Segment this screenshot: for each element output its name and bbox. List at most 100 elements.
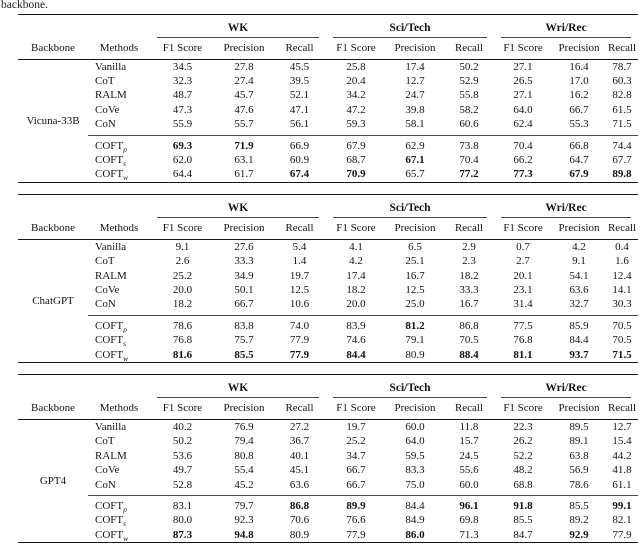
metric-value: 86.8 [273,495,326,514]
metric-value: 59.5 [405,449,425,462]
method-cell: RALM [88,89,150,103]
column-header: Recall [273,218,326,241]
metric-value: 4.2 [572,240,586,253]
metric-value: 94.8 [234,528,254,541]
metric-value: 79.4 [234,435,254,448]
metric-value: 30.3 [612,298,632,311]
group-underline-rule: WK [157,22,319,38]
metric-value: 77.3 [513,168,533,181]
metric-value: 48.7 [172,89,193,102]
table-row: CoN 55.9 55.7 56.1 59.3 58.1 60.6 62.4 55.3 71.5 [18,118,638,136]
metric-value: 61.7 [234,168,254,181]
table-row: COFTs 62.0 63.1 60.9 68.7 67.1 70.4 66.2 64.7 67.… [18,153,638,167]
metric-value: 58.1 [405,118,425,131]
metric-value: 1.6 [615,255,629,268]
method-label: COFT [95,528,124,541]
metric-value: 84.9 [405,514,425,527]
metric-value: 62.4 [513,118,533,131]
group-underline-rule: Sci/Tech [333,382,488,399]
method-label: COFT [95,319,124,332]
metric-value: 12.4 [612,269,632,282]
results-table-vicuna-33b: WK Sci/Tech Wri/Rec Backbone Methods F1 Score… [18,14,639,184]
metric-value: 66.7 [346,464,366,477]
metric-value: 82.8 [612,89,632,102]
metric-value: 79.7 [215,495,273,514]
metric-value: 18.2 [346,283,366,296]
metric-value: 59.3 [346,118,366,131]
metric-value: 68.8 [513,478,533,491]
metric-value: 36.7 [289,435,310,448]
column-group-cell: Wri/Rec [494,15,638,38]
group-header-label: Wri/Rec [545,382,587,395]
method-cell: COFTs [88,333,150,347]
table-row: CoT 2.6 33.3 1.4 4.2 25.1 2.3 2.7 9.1 1.6 [18,255,638,269]
method-cell: CoN [88,118,150,136]
metric-value: 77.2 [459,168,479,181]
metric-value: 92.3 [234,514,254,527]
column-header: Recall [444,218,495,241]
metric-value: 66.2 [513,154,533,167]
metric-value: 19.7 [346,420,366,433]
metric-value: 55.9 [172,118,193,131]
column-header-row: Backbone Methods F1 Score Precision Recall F1… [18,398,639,421]
method-label: CoVe [95,283,120,296]
metric-value: 77.9 [612,528,632,541]
backbone-label: GPT4 [39,474,67,487]
column-header-row: Backbone Methods F1 Score Precision Recall F1… [18,218,639,241]
column-header: Methods [88,398,150,421]
metric-value: 66.8 [552,134,607,154]
metric-value: 27.1 [513,60,533,73]
method-subscript: p [123,144,127,154]
metric-value: 24.7 [405,89,425,102]
metric-value: 52.9 [459,75,479,88]
column-header: Backbone [18,398,88,421]
method-cell: CoT [88,435,150,449]
metric-value: 55.4 [234,464,254,477]
column-group-cell: Wri/Rec [494,375,638,399]
metric-value: 78.6 [150,315,215,334]
column-header: Methods [88,38,150,60]
metric-value: 20.0 [172,283,193,296]
column-header: F1 Score [150,398,215,421]
column-header: F1 Score [326,218,386,241]
group-header-row: WK Sci/Tech Wri/Rec [18,195,638,219]
method-label: RALM [95,269,127,282]
metric-value: 2.6 [175,255,190,268]
metric-value: 84.4 [386,495,444,514]
metric-value: 65.7 [405,168,425,181]
table-row: COFTw 87.3 94.8 80.9 77.9 86.0 71.3 84.7 92.9 77.… [18,528,638,543]
metric-value: 62.9 [386,134,444,154]
metric-value: 63.6 [289,478,310,491]
method-subscript: s [123,339,127,348]
metric-value: 50.2 [172,435,193,448]
metric-value: 12.5 [289,283,310,296]
method-cell: CoN [88,478,150,496]
metric-value: 86.0 [405,528,425,541]
method-cell: RALM [88,449,150,463]
method-label: COFT [95,139,124,152]
metric-value: 55.6 [459,464,479,477]
metric-value: 70.4 [494,134,553,154]
column-header: Precision [386,38,444,60]
metric-value: 81.1 [513,348,533,361]
metric-value: 67.9 [326,134,386,154]
method-cell: RALM [88,269,150,283]
method-label: RALM [95,89,127,102]
metric-value: 12.7 [612,420,632,433]
metric-value: 78.6 [569,478,589,491]
method-subscript: w [123,353,129,363]
metric-value: 63.1 [234,154,254,167]
column-header: F1 Score [494,38,553,60]
group-underline-rule: Sci/Tech [333,22,488,38]
method-cell: Vanilla [88,240,150,255]
method-label: COFT [95,334,124,347]
group-header-row: WK Sci/Tech Wri/Rec [18,15,638,38]
metric-value: 25.2 [346,435,366,448]
method-cell: Vanilla [88,420,150,435]
metric-value: 77.9 [289,334,310,347]
metric-value: 47.2 [346,103,366,116]
metric-value: 26.5 [513,75,533,88]
method-label: CoN [95,298,116,311]
header-corner-spacer [18,375,150,399]
metric-value: 24.5 [459,449,479,462]
